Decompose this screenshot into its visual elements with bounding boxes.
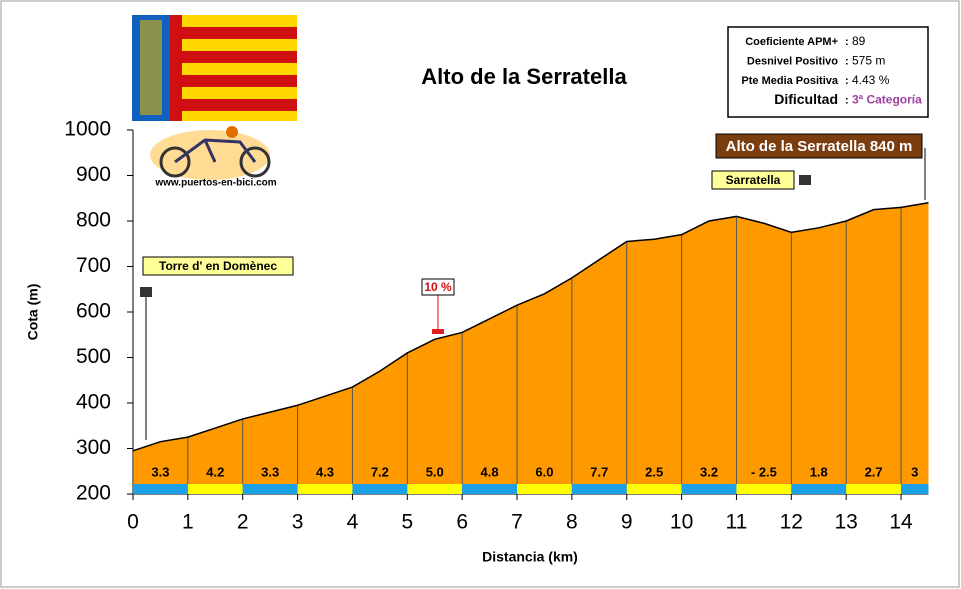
info-box (727, 26, 929, 118)
bike-logo (150, 126, 271, 180)
y-tick-label: 400 (76, 391, 111, 414)
info-label: Dificultad (774, 91, 838, 107)
annotation: 10 % (424, 280, 452, 294)
segment-strip (846, 484, 902, 494)
info-sep: : (845, 55, 849, 67)
x-tick-label: 4 (347, 511, 359, 534)
segment-label: 7.2 (371, 464, 389, 479)
segment-label: 4.2 (206, 464, 224, 479)
annotation: Alto de la Serratella 840 m (726, 138, 913, 155)
area-fill (133, 202, 929, 495)
x-tick-label: 13 (835, 511, 858, 534)
segment-label: 4.3 (316, 464, 334, 479)
info-sep: : (845, 94, 849, 106)
annotation-box (142, 256, 294, 276)
x-tick-label: 1 (182, 511, 194, 534)
x-tick-label: 12 (780, 511, 803, 534)
x-tick-label: 14 (889, 511, 913, 534)
segment-label: 5.0 (426, 464, 444, 479)
segment-label: 3.2 (700, 464, 718, 479)
y-tick-label: 300 (76, 436, 111, 459)
x-tick-label: 8 (566, 511, 578, 534)
segment-label: 7.7 (590, 464, 608, 479)
x-tick-label: 0 (127, 511, 139, 534)
segment-label: 1.8 (810, 464, 828, 479)
segment-strip (242, 484, 298, 494)
info-sep: : (845, 75, 849, 87)
segment-strip (901, 484, 929, 494)
annotation: Torre d' en Domènec (159, 259, 277, 273)
segment-strip (187, 484, 243, 494)
info-value: 89 (852, 34, 866, 48)
info-label: Pte Media Positiva (741, 75, 838, 87)
segment-strip (352, 484, 408, 494)
segment-label: 3.3 (261, 464, 279, 479)
info-frame (727, 26, 929, 118)
segment-label: 4.8 (481, 464, 499, 479)
segment-strip (681, 484, 737, 494)
segment-label: 2.7 (865, 464, 883, 479)
segment-strip (571, 484, 627, 494)
x-tick-label: 10 (670, 511, 693, 534)
annotation-box (715, 133, 923, 159)
annotation: Sarratella (726, 173, 781, 187)
x-tick-label: 5 (401, 511, 413, 534)
info-sep: : (845, 36, 849, 48)
info-label: Coeficiente APM+ (745, 36, 838, 48)
segment-strip (297, 484, 353, 494)
segment-strip (626, 484, 682, 494)
y-tick-label: 600 (76, 300, 111, 323)
website: www.puertos-en-bici.com (154, 178, 276, 189)
segment-label: 3.3 (151, 464, 169, 479)
flag (132, 15, 297, 121)
x-tick-label: 11 (726, 511, 748, 534)
segment-strip (462, 484, 518, 494)
x-tick-label: 9 (621, 511, 633, 534)
segment-label: - 2.5 (751, 464, 777, 479)
segment-label: 3 (911, 464, 918, 479)
x-tick-label: 3 (292, 511, 304, 534)
segment-strip (791, 484, 847, 494)
profile-line (132, 202, 929, 452)
y-axis-label: Cota (m) (25, 284, 41, 341)
annotation-box (421, 278, 455, 296)
info-value: 4.43 % (852, 73, 890, 87)
x-tick-label: 6 (456, 511, 468, 534)
y-tick-label: 700 (76, 254, 111, 277)
segment-strip (736, 484, 792, 494)
info-value: 575 m (852, 54, 885, 68)
segment-strip (517, 484, 572, 494)
x-tick-label: 2 (237, 511, 249, 534)
x-tick-label: 7 (511, 511, 523, 534)
y-tick-label: 200 (76, 482, 111, 505)
y-tick-label: 800 (76, 209, 111, 232)
y-tick-label: 1000 (64, 118, 111, 141)
info-value: 3ª Categoría (852, 93, 922, 107)
segment-strip (133, 484, 188, 494)
y-tick-label: 900 (76, 163, 111, 186)
hut (799, 175, 811, 185)
hut (140, 287, 152, 297)
y-tick-label: 500 (76, 345, 111, 368)
info-label: Desnivel Positivo (747, 55, 838, 67)
segment-label: 2.5 (645, 464, 663, 479)
chart-title: Alto de la Serratella (421, 64, 627, 89)
annotation-box (711, 170, 795, 190)
segment-label: 6.0 (535, 464, 553, 479)
segment-strip (407, 484, 463, 494)
grade-mark (432, 329, 444, 334)
x-axis-label: Distancia (km) (482, 549, 578, 565)
